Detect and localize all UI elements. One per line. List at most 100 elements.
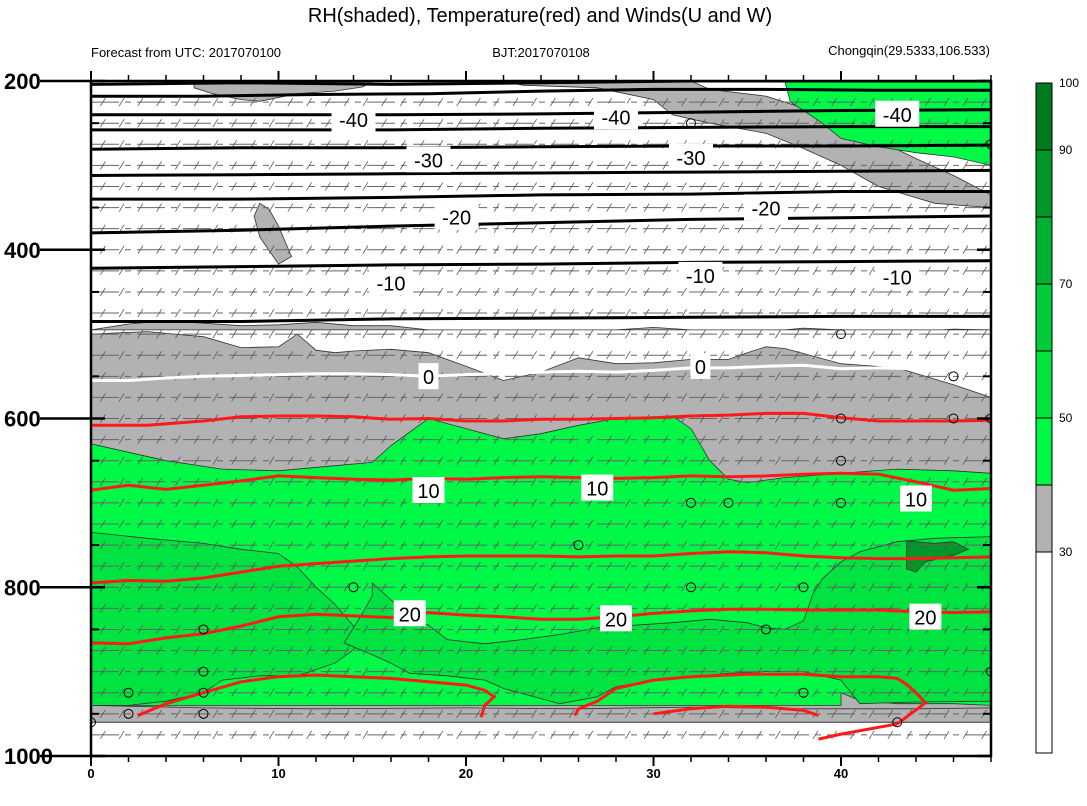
wind-barb — [531, 709, 537, 719]
wind-barb — [868, 583, 875, 592]
wind-barb — [606, 435, 612, 444]
wind-barb — [512, 245, 519, 254]
wind-barb — [868, 161, 875, 170]
rh-region-gray — [253, 202, 293, 265]
wind-barb — [793, 477, 800, 486]
wind-barb — [793, 224, 800, 233]
wind-barb — [587, 266, 594, 276]
wind-barb — [250, 709, 256, 719]
wind-barb — [306, 646, 312, 655]
wind-barb — [437, 182, 444, 191]
wind-barb — [100, 540, 106, 550]
y-tick-label: 800 — [4, 575, 41, 600]
wind-barb — [568, 583, 575, 592]
wind-barb — [625, 730, 631, 740]
wind-barb — [400, 709, 406, 719]
wind-barb — [568, 372, 575, 381]
wind-barb — [550, 224, 556, 233]
wind-barb — [212, 709, 219, 719]
wind-barb — [718, 351, 725, 360]
wind-barb — [493, 435, 500, 444]
wind-barb — [625, 287, 631, 297]
wind-barb — [606, 287, 612, 297]
wind-barb — [568, 435, 575, 444]
wind-barb — [456, 245, 462, 254]
wind-barb — [943, 709, 950, 719]
wind-barb — [100, 118, 106, 128]
wind-barb — [456, 519, 462, 529]
wind-barb — [400, 161, 406, 170]
wind-barb — [775, 161, 781, 170]
wind-barb — [306, 161, 312, 170]
wind-barb — [381, 393, 387, 402]
wind-barb — [981, 498, 987, 508]
wind-barb — [175, 477, 181, 486]
wind-barb — [700, 561, 706, 571]
wind-barb — [418, 519, 425, 529]
wind-barb — [531, 393, 537, 402]
wind-barb — [643, 97, 650, 107]
wind-barb — [306, 477, 312, 486]
wind-barb — [793, 688, 800, 697]
wind-barb — [850, 182, 856, 191]
white-contour — [91, 363, 991, 382]
wind-barb — [868, 709, 875, 719]
x-tick-label: 30 — [646, 766, 660, 781]
wind-barb — [100, 435, 106, 444]
wind-barb — [962, 245, 969, 254]
wind-barb — [756, 329, 762, 339]
wind-barb — [643, 287, 650, 297]
wind-barb — [568, 519, 575, 529]
contour-label: 0 — [423, 367, 434, 389]
wind-barb — [400, 203, 406, 212]
wind-barb — [418, 583, 425, 592]
wind-barb — [943, 519, 950, 529]
wind-barb — [268, 287, 275, 297]
wind-barb — [718, 97, 725, 107]
wind-barb — [700, 456, 706, 465]
wind-barb — [118, 245, 125, 254]
contour-label-bg — [369, 269, 413, 296]
wind-barb — [212, 730, 219, 740]
wind-barb — [118, 730, 125, 740]
wind-barb — [643, 498, 650, 508]
wind-barb — [568, 498, 575, 508]
wind-barb — [193, 329, 200, 339]
wind-barb — [775, 287, 781, 297]
wind-barb — [737, 435, 744, 444]
wind-barb — [212, 540, 219, 550]
wind-barb — [418, 266, 425, 276]
wind-barb — [343, 287, 350, 297]
wind-barb — [925, 329, 931, 339]
wind-barb — [212, 519, 219, 529]
wind-barb — [381, 308, 387, 318]
forecast-subtitle: Forecast from UTC: 2017070100 — [91, 45, 281, 60]
wind-barb — [943, 646, 950, 655]
wind-barb — [493, 308, 500, 318]
wind-barb — [981, 561, 987, 571]
wind-barb — [100, 477, 106, 486]
wind-barb — [681, 245, 687, 254]
wind-level-lines — [91, 97, 991, 740]
wind-barb — [268, 118, 275, 128]
wind-barb — [231, 118, 237, 128]
wind-barb — [812, 351, 819, 360]
wind-barb — [606, 730, 612, 740]
wind-barb — [643, 182, 650, 191]
wind-barb — [437, 688, 444, 697]
wind-barb — [493, 667, 500, 676]
wind-barb — [625, 266, 631, 276]
wind-barb — [456, 118, 462, 128]
wind-barb — [756, 287, 762, 297]
wind-barb — [362, 709, 369, 719]
wind-barb — [212, 393, 219, 402]
wind-barb — [587, 351, 594, 360]
wind-barb — [737, 97, 744, 107]
wind-barb — [137, 329, 144, 339]
wind-barb — [775, 498, 781, 508]
wind-barb — [512, 456, 519, 465]
wind-barb — [137, 625, 144, 634]
wind-barb — [625, 583, 631, 592]
wind-barb — [850, 266, 856, 276]
wind-barb — [587, 519, 594, 529]
